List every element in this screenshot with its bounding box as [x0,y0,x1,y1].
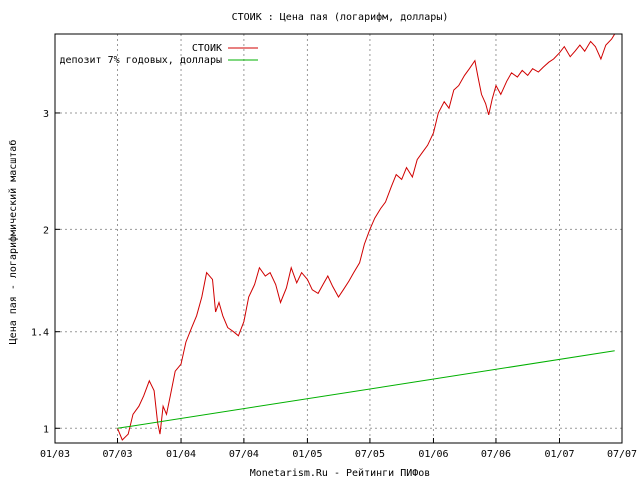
legend-label: депозит 7% годовых, доллары [59,55,222,66]
y-tick-label: 3 [43,109,49,120]
x-tick-label: 07/03 [102,449,132,460]
series-line-stoik [117,33,616,441]
y-tick-label: 1.4 [31,328,49,339]
y-tick-label: 1 [43,424,49,435]
series-line-deposit [117,350,615,429]
x-tick-label: 07/05 [355,449,385,460]
y-tick-label: 2 [43,225,49,236]
x-tick-label: 01/03 [40,449,70,460]
y-axis-label: Цена пая - логарифмический масштаб [7,140,19,345]
x-tick-label: 07/07 [607,449,637,460]
x-tick-label: 01/05 [292,449,322,460]
grid [54,34,623,443]
x-tick-label: 01/06 [418,449,448,460]
chart-title: СТОИК : Цена пая (логарифм, доллары) [232,11,449,23]
x-tick-label: 01/07 [544,449,574,460]
x-axis-label: Monetarism.Ru - Рейтинги ПИФов [250,467,431,479]
axis-ticks: 01/03 07/03 01/04 07/04 01/05 07/05 01/06 07/06… [31,109,637,460]
plot-frame [54,33,623,444]
series-layer [117,33,616,441]
x-tick-label: 01/04 [166,449,196,460]
legend-label: СТОИК [192,43,222,54]
x-tick-label: 07/06 [481,449,511,460]
x-tick-label: 07/04 [229,449,259,460]
